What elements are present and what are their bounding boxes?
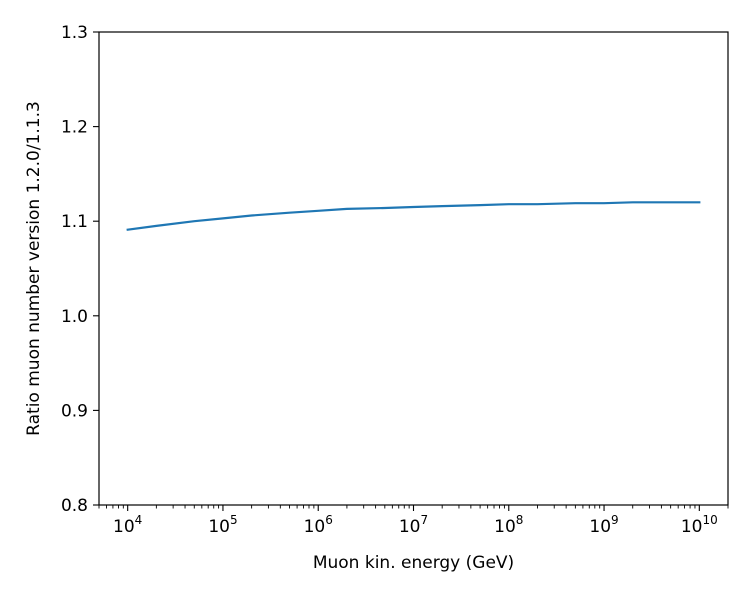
plot-frame [98, 31, 729, 506]
x-tick-label: 109 [589, 513, 618, 537]
plot-marks [126, 201, 701, 231]
x-tick-label: 105 [208, 513, 237, 537]
series-line-0 [126, 201, 701, 231]
x-axis: 104 105 106 107 108 109 1010 [98, 505, 729, 537]
x-tick-label: 106 [304, 513, 333, 537]
x-tick-label: 107 [399, 513, 428, 537]
y-tick-label: 0.8 [61, 496, 88, 516]
x-tick-label: 104 [113, 513, 142, 537]
y-tick-label: 1.1 [61, 212, 88, 232]
x-axis-label: Muon kin. energy (GeV) [313, 553, 514, 573]
y-tick-label: 1.0 [61, 307, 88, 327]
y-tick-label: 0.9 [61, 401, 88, 421]
x-tick-label: 1010 [681, 513, 718, 537]
y-axis: 0.8 0.9 1.0 1.1 1.2 1.3 [61, 23, 99, 516]
y-tick-label: 1.3 [61, 23, 88, 43]
y-tick-label: 1.2 [61, 118, 88, 138]
y-axis-label: Ratio muon number version 1.2.0/1.1.3 [24, 101, 44, 436]
x-tick-label: 108 [494, 513, 523, 537]
